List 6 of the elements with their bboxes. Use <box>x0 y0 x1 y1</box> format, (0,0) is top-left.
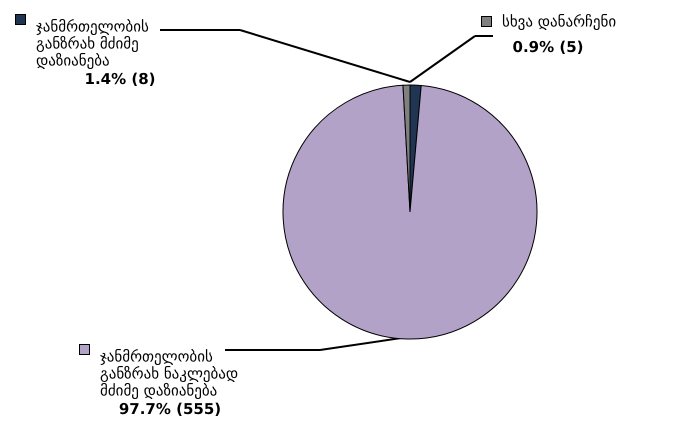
legend-label: სხვა დანარჩენი <box>502 12 616 30</box>
data-label: 0.9% (5) <box>512 38 584 56</box>
legend-label: ჯანმრთელობის განზრახ ნაკლებად მძიმე დაზიანება <box>100 348 238 400</box>
data-label: 97.7% (555) <box>118 400 222 418</box>
data-label: 1.4% (8) <box>84 70 156 88</box>
legend-label: ჯანმრთელობის განზრახ მძიმე დაზიანება <box>36 18 149 70</box>
